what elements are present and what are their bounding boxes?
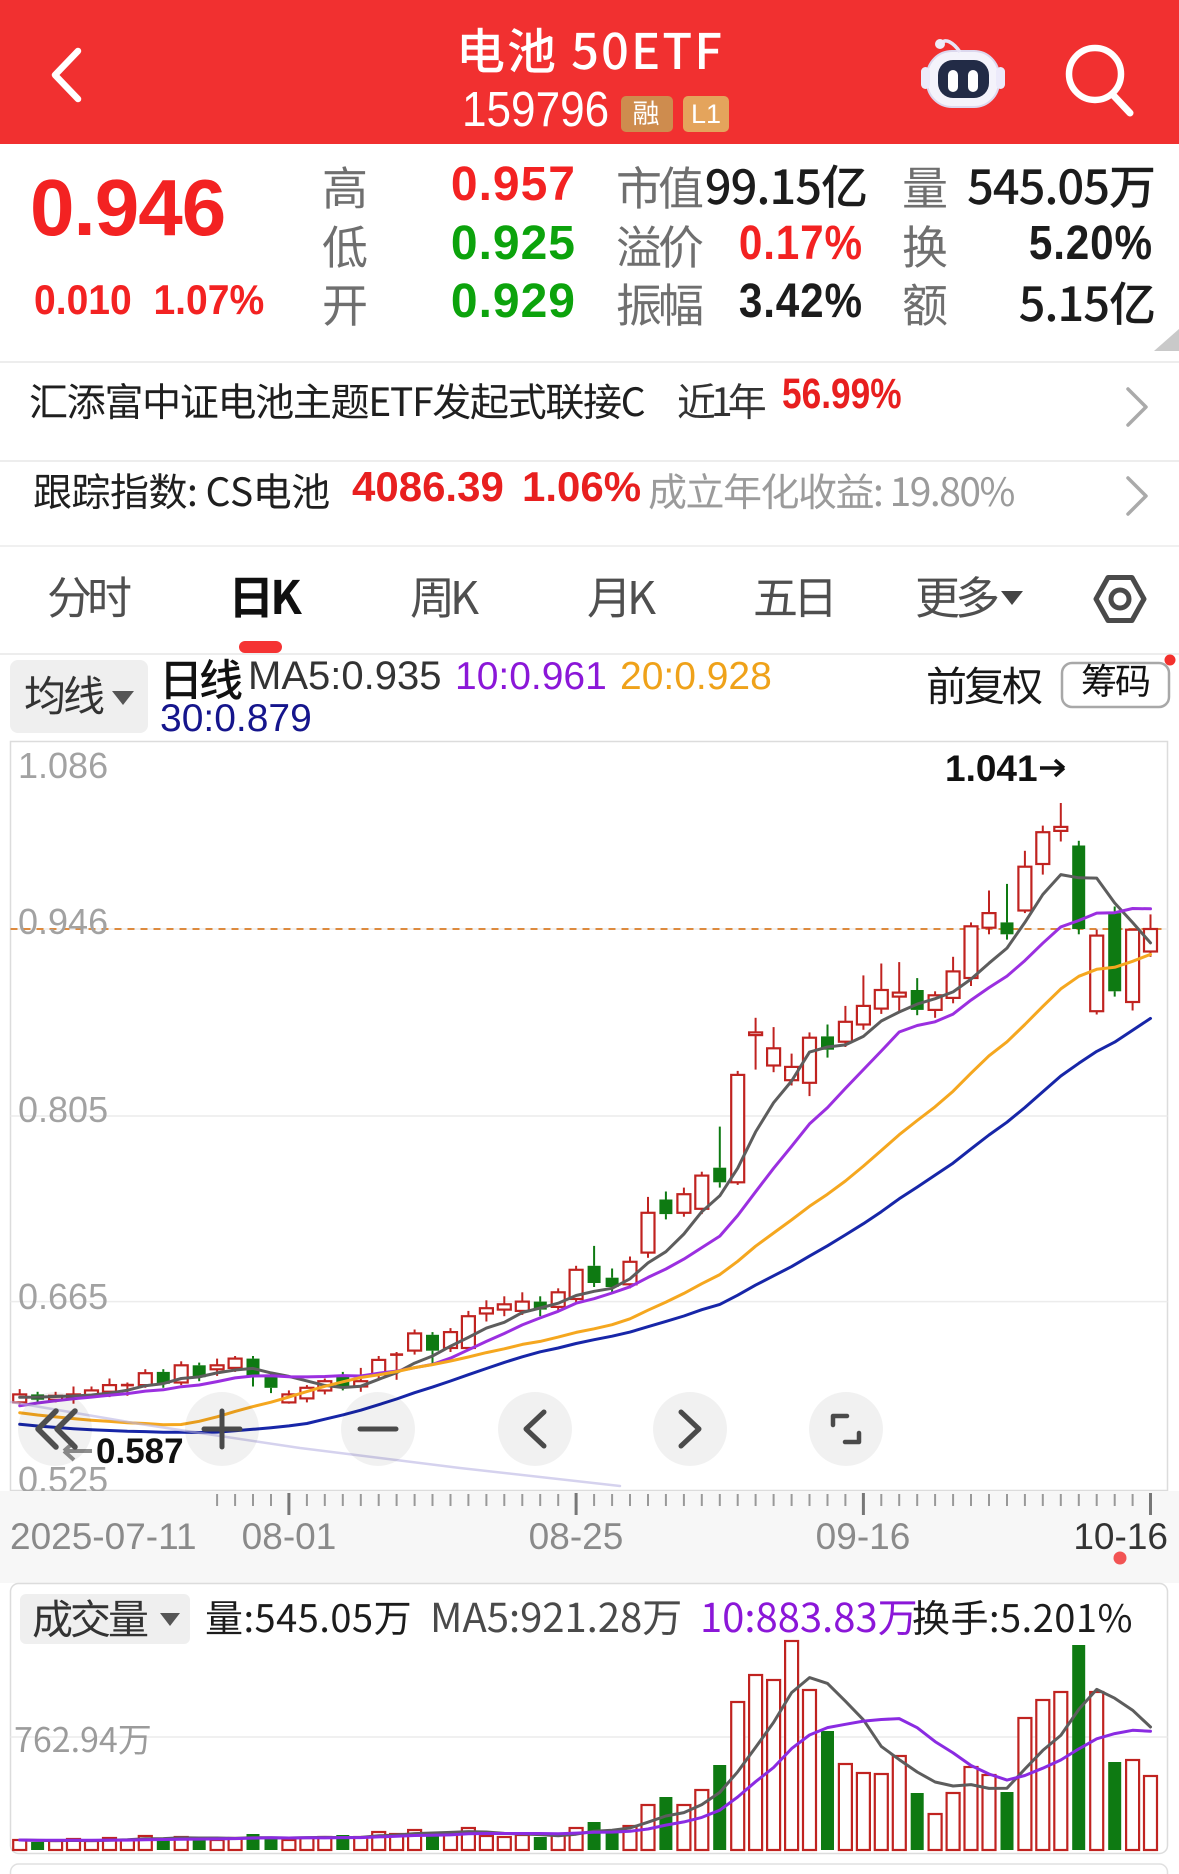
svg-text:0.946: 0.946 <box>18 901 108 942</box>
svg-text:0.665: 0.665 <box>18 1276 108 1317</box>
svg-text:0.805: 0.805 <box>18 1089 108 1130</box>
svg-text:09-16: 09-16 <box>816 1516 911 1557</box>
svg-text:2025-07-11: 2025-07-11 <box>10 1516 197 1557</box>
svg-text:0.587: 0.587 <box>96 1432 184 1471</box>
svg-text:1.041: 1.041 <box>945 748 1038 789</box>
svg-text:10-16: 10-16 <box>1073 1516 1168 1557</box>
svg-text:08-25: 08-25 <box>529 1516 624 1557</box>
svg-text:08-01: 08-01 <box>242 1516 337 1557</box>
svg-text:1.086: 1.086 <box>18 745 108 786</box>
